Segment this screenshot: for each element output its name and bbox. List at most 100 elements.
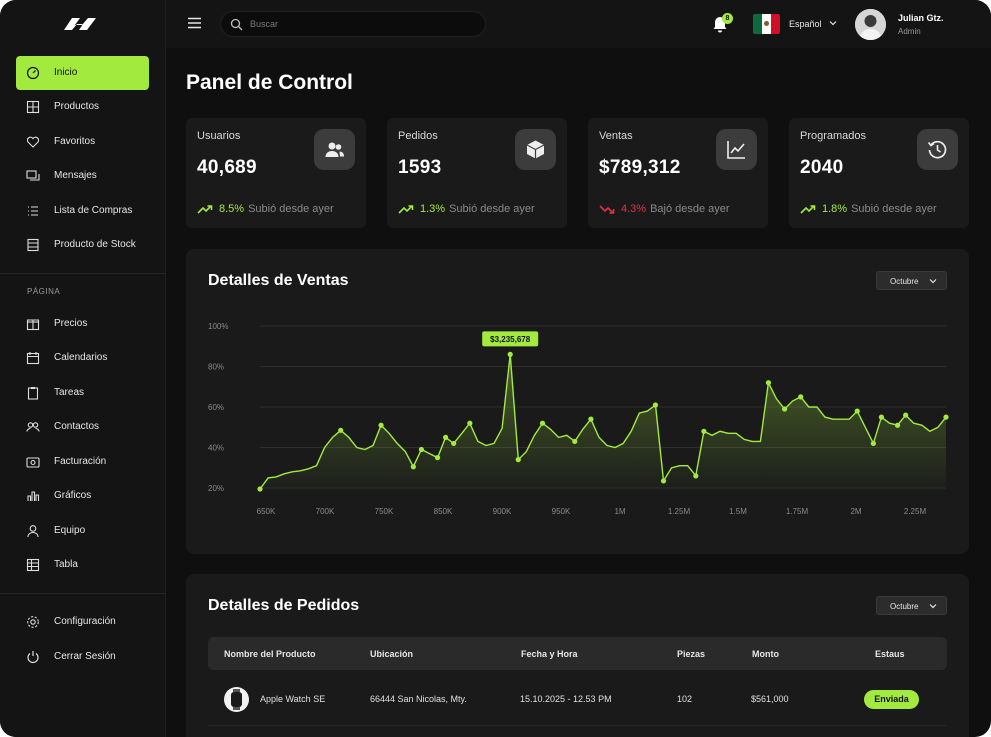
tooltip-box	[482, 331, 539, 347]
data-point	[943, 414, 949, 420]
stat-card-usuarios[interactable]: Usuarios 40,689 8.5% Subió desde ayer	[186, 118, 366, 228]
stat-icon-box	[515, 129, 556, 170]
column-header[interactable]: Monto	[752, 649, 779, 659]
chevron-down-icon	[929, 604, 937, 609]
data-point	[854, 408, 860, 414]
location: 66444 San Nicolas, Mty.	[370, 694, 467, 704]
sales-area	[260, 354, 946, 489]
sales-line	[259, 354, 947, 490]
stat-card-programados[interactable]: Programados 2040 1.8% Subió desde ayer	[789, 118, 969, 228]
data-point	[572, 438, 578, 445]
data-point	[870, 440, 876, 447]
calendar-icon	[26, 352, 40, 365]
avatar[interactable]	[855, 9, 886, 40]
stat-description: Subió desde ayer	[851, 203, 937, 215]
sidebar-item-contactos[interactable]: Contactos	[16, 410, 149, 444]
sidebar-item-equipo[interactable]: Equipo	[16, 514, 149, 548]
gift-icon	[26, 319, 40, 331]
sidebar-item-tareas[interactable]: Tareas	[16, 376, 149, 410]
sidebar-item-productos[interactable]: Productos	[16, 90, 149, 124]
chevron-down-icon[interactable]	[829, 20, 837, 26]
sidebar-item-favoritos[interactable]: Favoritos	[16, 125, 149, 159]
column-header[interactable]: Nombre del Producto	[224, 649, 316, 659]
y-tick-label: 100%	[208, 322, 228, 331]
data-point	[443, 434, 449, 440]
language-selector[interactable]: Español	[789, 19, 822, 29]
search-input[interactable]: Buscar	[220, 11, 486, 37]
power-icon	[27, 651, 39, 664]
stat-percent: 4.3%	[621, 203, 647, 215]
sidebar-item-label: Facturación	[54, 456, 107, 467]
mexico-flag-icon[interactable]	[753, 14, 780, 34]
product-image	[224, 687, 249, 712]
stat-title: Pedidos	[398, 130, 438, 142]
data-point	[539, 420, 546, 426]
sidebar-item-inicio[interactable]: Inicio	[16, 56, 149, 90]
stat-card-ventas[interactable]: Ventas $789,312 4.3% Bajó desde ayer	[588, 118, 768, 228]
sidebar-item-mensajes[interactable]: Mensajes	[16, 159, 149, 193]
chart-tooltip: $3,235,678	[482, 331, 539, 347]
data-point	[798, 394, 804, 400]
user-icon	[27, 525, 39, 538]
table-header: Nombre del Producto Ubicación Fecha y Ho…	[208, 637, 947, 670]
table-icon	[26, 558, 40, 572]
sidebar-item-calendarios[interactable]: Calendarios	[16, 341, 149, 375]
sidebar-item-label: Cerrar Sesión	[54, 651, 116, 662]
sidebar-item-label: Precios	[54, 318, 88, 329]
x-tick-label: 700K	[316, 507, 335, 516]
tooltip-label: $3,235,678	[490, 335, 531, 344]
logo-icon	[64, 18, 96, 30]
column-header[interactable]: Ubicación	[370, 649, 414, 659]
data-point	[378, 422, 384, 428]
box-icon	[526, 140, 545, 159]
sidebar-item-label: Calendarios	[54, 352, 108, 363]
data-point	[451, 440, 457, 447]
x-tick-label: 750K	[375, 507, 394, 516]
sales-title: Detalles de Ventas	[208, 272, 349, 289]
product-name: Apple Watch SE	[260, 694, 326, 704]
notification-badge: 8	[722, 13, 733, 24]
data-point	[765, 380, 772, 386]
stat-description: Subió desde ayer	[449, 203, 535, 215]
sidebar-item-label: Mensajes	[54, 170, 97, 181]
sidebar-section-label: PÁGINA	[27, 287, 61, 296]
orders-month-dropdown[interactable]: Octubre	[876, 596, 947, 615]
list-icon	[28, 206, 38, 216]
grid-icon	[26, 100, 40, 114]
column-header[interactable]: Piezas	[677, 649, 706, 659]
sidebar-item-label: Favoritos	[54, 136, 96, 147]
data-point	[693, 473, 699, 479]
sidebar-item-tabla[interactable]: Tabla	[16, 548, 149, 582]
status-badge: Enviada	[864, 690, 919, 709]
gear-icon	[27, 616, 39, 628]
sidebar-item-cerrar-sesion[interactable]: Cerrar Sesión	[16, 640, 149, 674]
hamburger-menu-icon[interactable]	[188, 17, 201, 29]
sidebar-item-facturacion[interactable]: Facturación	[16, 445, 149, 479]
sidebar-item-configuracion[interactable]: Configuración	[16, 605, 149, 639]
sidebar-item-graficos[interactable]: Gráficos	[16, 479, 149, 513]
stat-trend: 1.8% Subió desde ayer	[800, 203, 937, 215]
stat-value: 40,689	[197, 157, 257, 178]
stat-icon-box	[716, 129, 757, 170]
x-tick-label: 650K	[257, 507, 276, 516]
data-point	[507, 351, 513, 357]
contacts-icon	[26, 422, 40, 432]
data-point	[418, 446, 425, 453]
dropdown-label: Octubre	[890, 602, 919, 611]
sidebar-item-label: Contactos	[54, 421, 100, 432]
sales-month-dropdown[interactable]: Octubre	[876, 271, 947, 290]
sidebar-item-label: Configuración	[54, 616, 116, 627]
column-header[interactable]: Estaus	[875, 649, 905, 659]
sidebar-item-precios[interactable]: Precios	[16, 307, 149, 341]
data-point	[701, 428, 707, 434]
data-point	[894, 422, 901, 428]
data-point	[410, 464, 416, 470]
stat-card-pedidos[interactable]: Pedidos 1593 1.3% Subió desde ayer	[387, 118, 567, 228]
sidebar-item-producto-de-stock[interactable]: Producto de Stock	[16, 228, 149, 262]
stat-icon-box	[314, 129, 355, 170]
stat-title: Programados	[800, 130, 867, 142]
stat-description: Bajó desde ayer	[650, 203, 730, 215]
sidebar-item-lista-de-compras[interactable]: Lista de Compras	[16, 194, 149, 228]
chat-icon	[26, 170, 40, 181]
column-header[interactable]: Fecha y Hora	[521, 649, 578, 659]
